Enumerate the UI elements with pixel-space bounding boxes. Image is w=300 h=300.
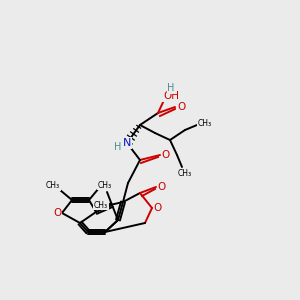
- Text: CH₃: CH₃: [94, 200, 108, 209]
- Text: CH₃: CH₃: [98, 181, 112, 190]
- Text: CH₃: CH₃: [100, 181, 114, 190]
- Text: CH₃: CH₃: [178, 169, 192, 178]
- Text: H: H: [167, 83, 175, 93]
- Text: O: O: [177, 102, 185, 112]
- Text: O: O: [158, 182, 166, 192]
- Text: CH₃: CH₃: [198, 118, 212, 127]
- Text: O: O: [154, 203, 162, 213]
- Text: O: O: [162, 150, 170, 160]
- Text: N: N: [123, 138, 131, 148]
- Text: CH₃: CH₃: [46, 182, 60, 190]
- Text: OH: OH: [163, 91, 179, 101]
- Text: H: H: [114, 142, 122, 152]
- Text: O: O: [53, 208, 61, 218]
